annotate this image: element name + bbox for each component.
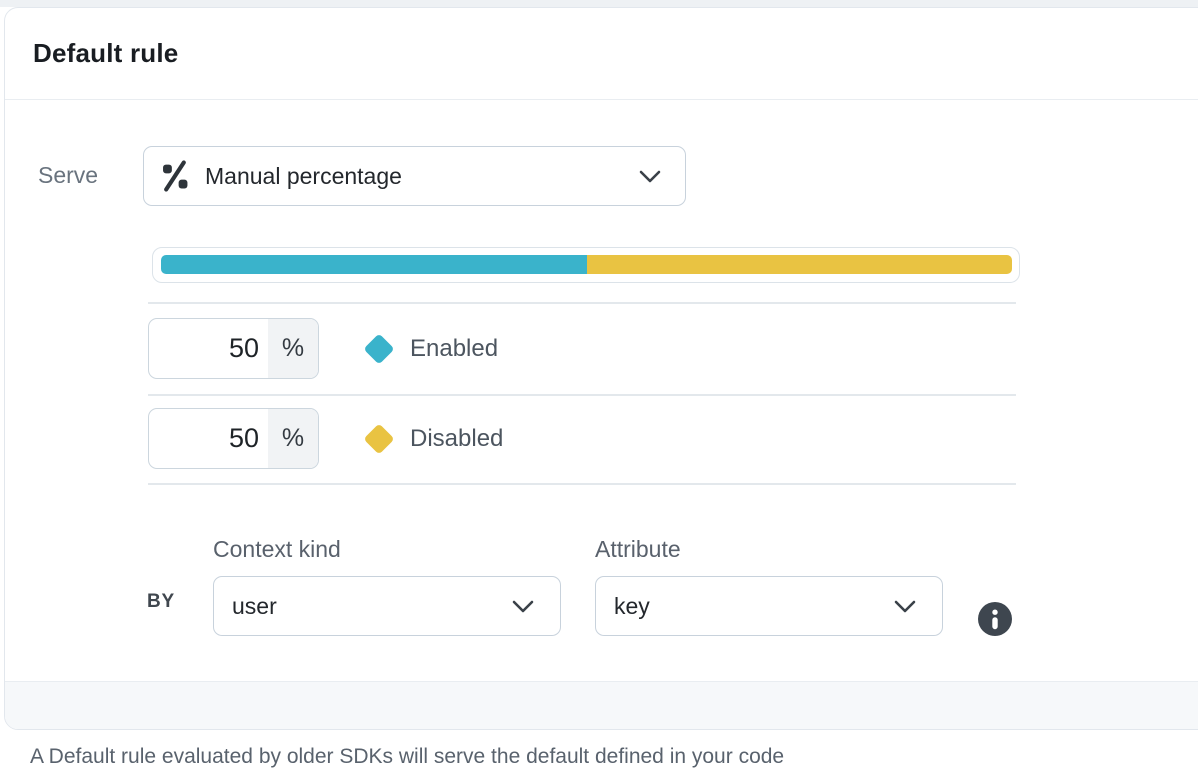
percentage-value-enabled[interactable]: 50 [228,333,259,363]
percentage-value-disabled[interactable]: 50 [228,423,259,453]
by-label: BY [147,591,175,612]
chevron-down-icon [894,600,916,613]
variation-row-disabled: 50 % Disabled [148,408,503,469]
serve-dropdown-value: Manual percentage [205,162,402,189]
chevron-down-icon [512,600,534,613]
rollout-bar-segment-disabled [586,255,1012,274]
percent-suffix: % [268,319,318,378]
attribute-label: Attribute [595,536,681,562]
card-footer [5,681,1198,729]
variation-diamond-icon-disabled [363,422,395,455]
attribute-value: key [614,592,650,619]
rollout-bar[interactable] [152,247,1020,283]
rollout-bar-segment-enabled [161,255,587,274]
divider [148,483,1016,485]
variation-label-disabled: Disabled [410,424,504,452]
context-kind-label: Context kind [213,536,341,562]
percentage-icon [162,158,189,194]
serve-dropdown[interactable]: Manual percentage [143,146,686,206]
card-header: Default rule [5,8,1198,100]
chevron-down-icon [639,170,661,183]
page-gap-strip [0,0,1198,7]
variation-row-enabled: 50 % Enabled [148,318,498,379]
page-title: Default rule [33,38,179,68]
divider [148,394,1016,396]
serve-label: Serve [38,162,99,188]
context-kind-value: user [232,592,277,619]
percent-suffix: % [268,409,318,468]
percentage-input-disabled[interactable]: 50 % [148,408,319,469]
divider [148,302,1016,304]
percentage-input-enabled[interactable]: 50 % [148,318,319,379]
context-kind-dropdown[interactable]: user [213,576,561,636]
info-button[interactable] [978,602,1012,636]
variation-diamond-icon-enabled [363,332,395,365]
variation-label-enabled: Enabled [410,334,499,362]
attribute-dropdown[interactable]: key [595,576,943,636]
footnote-text: A Default rule evaluated by older SDKs w… [30,745,785,768]
info-icon [978,602,1012,636]
rollout-bar-track [161,255,1012,274]
